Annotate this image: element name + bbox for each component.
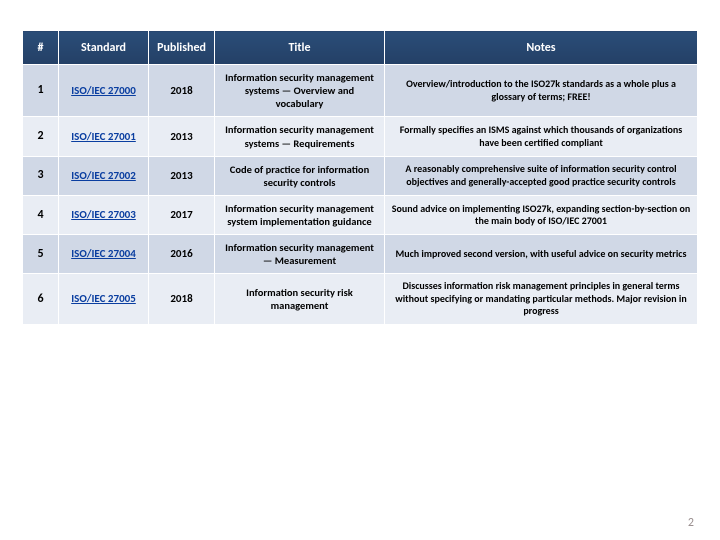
table-row: 3 ISO/IEC 27002 2013 Code of practice fo…: [23, 156, 698, 195]
table-row: 4 ISO/IEC 27003 2017 Information securit…: [23, 195, 698, 234]
col-header-notes: Notes: [385, 31, 698, 65]
page-number: 2: [688, 516, 694, 530]
col-header-standard: Standard: [59, 31, 149, 65]
standard-link[interactable]: ISO/IEC 27002: [71, 169, 136, 182]
cell-standard: ISO/IEC 27005: [59, 274, 149, 325]
standard-link[interactable]: ISO/IEC 27001: [71, 130, 136, 143]
cell-notes: Sound advice on implementing ISO27k, exp…: [385, 195, 698, 234]
cell-standard: ISO/IEC 27004: [59, 235, 149, 274]
cell-title: Code of practice for information securit…: [215, 156, 385, 195]
cell-notes: A reasonably comprehensive suite of info…: [385, 156, 698, 195]
cell-published: 2016: [149, 235, 215, 274]
cell-title: Information security risk management: [215, 274, 385, 325]
cell-published: 2018: [149, 65, 215, 117]
col-header-published: Published: [149, 31, 215, 65]
standard-link[interactable]: ISO/IEC 27005: [71, 292, 136, 305]
standards-table: # Standard Published Title Notes 1 ISO/I…: [22, 30, 698, 325]
cell-title: Information security management systems …: [215, 117, 385, 156]
table-container: # Standard Published Title Notes 1 ISO/I…: [0, 0, 720, 325]
cell-standard: ISO/IEC 27003: [59, 195, 149, 234]
cell-num: 4: [23, 195, 59, 234]
standard-link[interactable]: ISO/IEC 27000: [71, 84, 136, 97]
cell-notes: Overview/introduction to the ISO27k stan…: [385, 65, 698, 117]
cell-title: Information security management systems …: [215, 65, 385, 117]
table-body: 1 ISO/IEC 27000 2018 Information securit…: [23, 65, 698, 325]
cell-title: Information security management system i…: [215, 195, 385, 234]
standard-link[interactable]: ISO/IEC 27003: [71, 208, 136, 221]
col-header-title: Title: [215, 31, 385, 65]
cell-notes: Discusses information risk management pr…: [385, 274, 698, 325]
cell-standard: ISO/IEC 27001: [59, 117, 149, 156]
cell-published: 2013: [149, 117, 215, 156]
cell-standard: ISO/IEC 27000: [59, 65, 149, 117]
cell-standard: ISO/IEC 27002: [59, 156, 149, 195]
col-header-num: #: [23, 31, 59, 65]
table-row: 5 ISO/IEC 27004 2016 Information securit…: [23, 235, 698, 274]
cell-published: 2017: [149, 195, 215, 234]
table-row: 1 ISO/IEC 27000 2018 Information securit…: [23, 65, 698, 117]
cell-num: 5: [23, 235, 59, 274]
cell-notes: Formally specifies an ISMS against which…: [385, 117, 698, 156]
cell-num: 2: [23, 117, 59, 156]
cell-published: 2018: [149, 274, 215, 325]
table-header-row: # Standard Published Title Notes: [23, 31, 698, 65]
cell-num: 6: [23, 274, 59, 325]
cell-num: 3: [23, 156, 59, 195]
table-row: 2 ISO/IEC 27001 2013 Information securit…: [23, 117, 698, 156]
cell-num: 1: [23, 65, 59, 117]
table-row: 6 ISO/IEC 27005 2018 Information securit…: [23, 274, 698, 325]
standard-link[interactable]: ISO/IEC 27004: [71, 247, 136, 260]
cell-title: Information security management — Measur…: [215, 235, 385, 274]
cell-published: 2013: [149, 156, 215, 195]
cell-notes: Much improved second version, with usefu…: [385, 235, 698, 274]
